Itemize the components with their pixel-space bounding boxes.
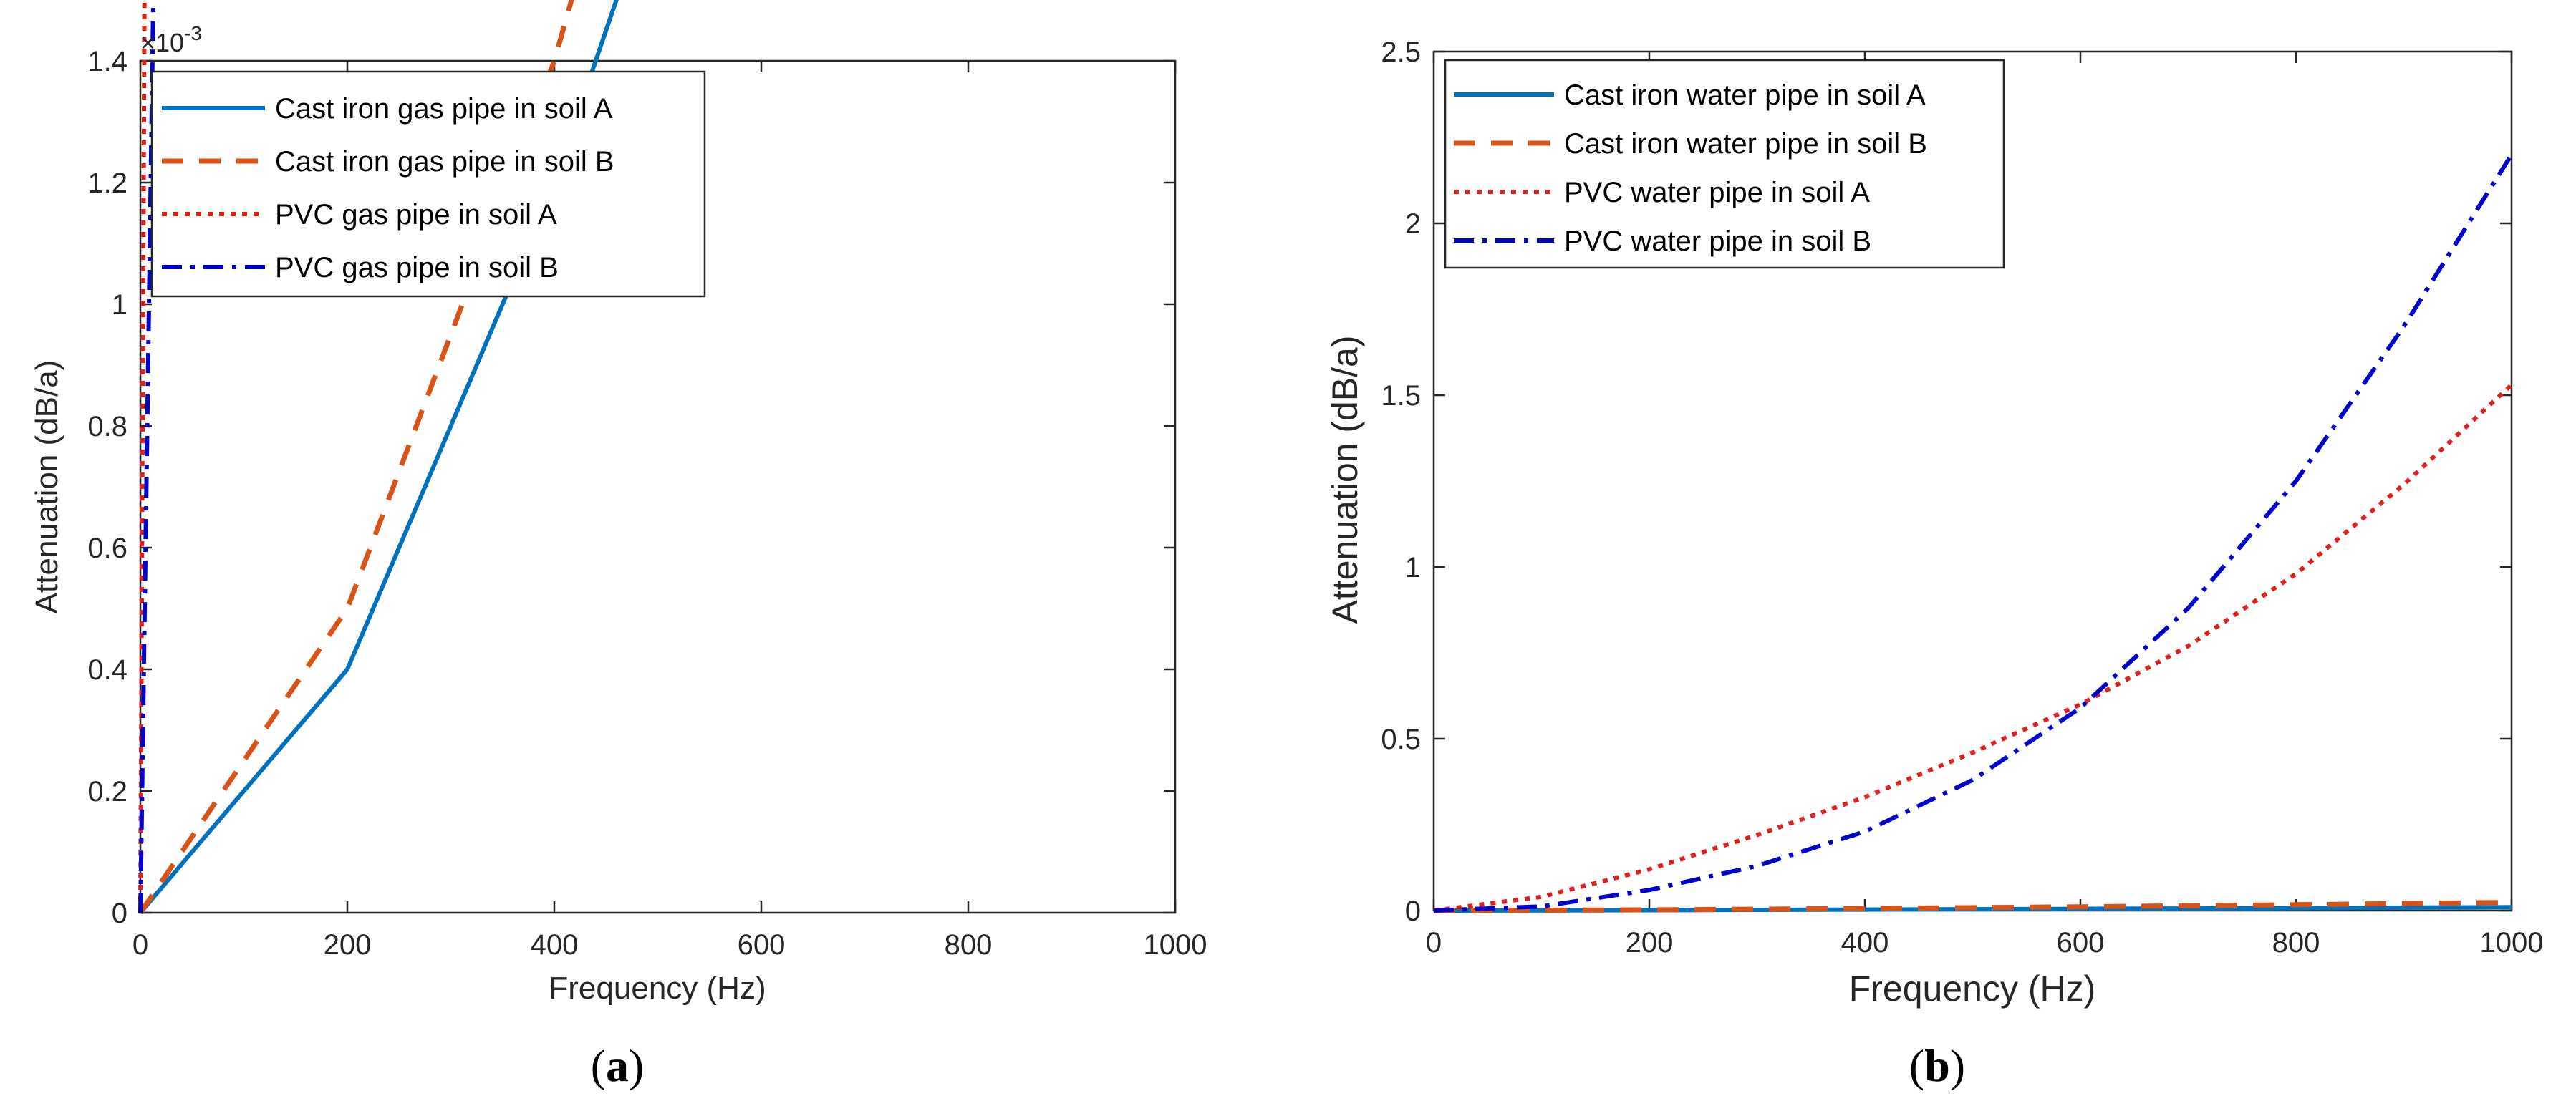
y-tick-label: 1.5 xyxy=(1381,380,1421,412)
series-line-solid-0 xyxy=(138,0,619,914)
y-tick-label: 1 xyxy=(1405,552,1421,583)
series-group-a xyxy=(138,0,619,914)
chart-panel-b: 0 200 400 600 800 1000 0 0.5 1 1.5 2 2.5 Frequency… xyxy=(1325,37,2543,1091)
y-tick-label: 1.4 xyxy=(87,46,127,77)
legend-label-0: Cast iron gas pipe in soil A xyxy=(275,93,613,125)
caption-b: (b) xyxy=(1909,1040,1965,1091)
x-tick-label: 400 xyxy=(531,929,579,961)
y-tick-label: 0 xyxy=(112,898,127,929)
legend-b: Cast iron water pipe in soil A Cast iron … xyxy=(1444,59,2005,269)
y-tick-label: 1 xyxy=(112,289,127,321)
y-tick-label: 2 xyxy=(1405,208,1421,240)
legend-label-3: PVC water pipe in soil B xyxy=(1564,225,1871,257)
series-line-dashdot-3 xyxy=(1433,153,2514,913)
x-ticks-a: 0 200 400 600 800 1000 xyxy=(132,61,1207,961)
series-line-dashed-1 xyxy=(138,0,574,914)
x-ticks-b: 0 200 400 600 800 1000 xyxy=(1426,52,2544,959)
legend-label-2: PVC gas pipe in soil A xyxy=(275,199,557,231)
legend-label-1: Cast iron water pipe in soil B xyxy=(1564,128,1927,160)
legend-label-0: Cast iron water pipe in soil A xyxy=(1564,79,1926,111)
y-axis-label-b: Attenuation (dB/a) xyxy=(1325,335,1365,624)
y-tick-label: 0 xyxy=(1405,896,1421,927)
x-tick-label: 200 xyxy=(1626,927,1674,959)
series-line-dotted-2 xyxy=(1433,383,2514,913)
x-tick-label: 400 xyxy=(1841,927,1889,959)
y-ticks-b: 0 0.5 1 1.5 2 2.5 xyxy=(1381,37,2512,927)
y-ticks-a: 0 0.2 0.4 0.6 0.8 1 1.2 1.4 xyxy=(87,46,1175,929)
x-tick-label: 0 xyxy=(132,929,148,961)
x-axis-label-a: Frequency (Hz) xyxy=(549,971,766,1006)
y-tick-label: 0.4 xyxy=(87,654,127,686)
y-tick-label: 1.2 xyxy=(87,168,127,199)
y-tick-label: 2.5 xyxy=(1381,37,1421,68)
x-tick-label: 200 xyxy=(324,929,372,961)
y-tick-label: 0.6 xyxy=(87,533,127,564)
y-axis-label-a: Attenuation (dB/a) xyxy=(29,360,64,614)
y-tick-label: 0.5 xyxy=(1381,724,1421,755)
chart-panel-a: 0 200 400 600 800 1000 0 0.2 0.4 0.6 0.8 1 1.2 1.4 ×… xyxy=(29,0,1207,1091)
x-tick-label: 0 xyxy=(1426,927,1442,959)
y-tick-label: 0.8 xyxy=(87,411,127,442)
x-tick-label: 600 xyxy=(2057,927,2105,959)
x-tick-label: 800 xyxy=(2272,927,2320,959)
legend-a: Cast iron gas pipe in soil A Cast iron ga… xyxy=(150,70,706,298)
legend-label-3: PVC gas pipe in soil B xyxy=(275,252,559,283)
x-tick-label: 600 xyxy=(738,929,786,961)
series-line-dashed-1 xyxy=(1433,900,2512,913)
series-group-b xyxy=(1433,153,2514,913)
x-tick-label: 1000 xyxy=(2480,927,2544,959)
x-tick-label: 800 xyxy=(945,929,993,961)
x-tick-label: 1000 xyxy=(1144,929,1207,961)
legend-label-2: PVC water pipe in soil A xyxy=(1564,177,1870,208)
legend-label-1: Cast iron gas pipe in soil B xyxy=(275,146,614,178)
y-tick-label: 0.2 xyxy=(87,776,127,807)
x-axis-label-b: Frequency (Hz) xyxy=(1849,969,2096,1009)
caption-a: (a) xyxy=(591,1040,645,1091)
y-exponent-a: ×10-3 xyxy=(140,22,202,57)
